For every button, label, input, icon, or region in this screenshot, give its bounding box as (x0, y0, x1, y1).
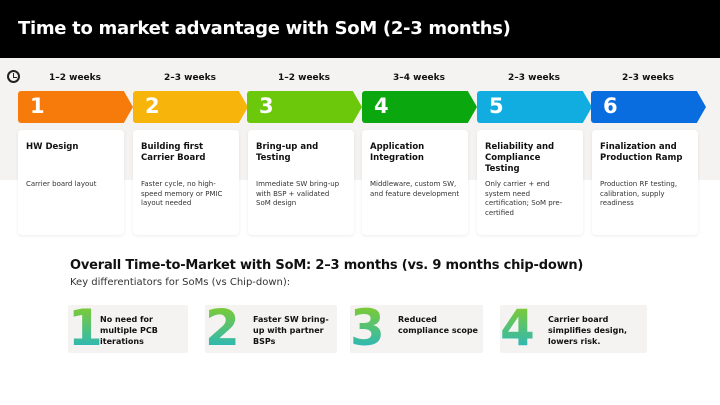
step-description: Immediate SW bring-up with BSP + validat… (256, 180, 340, 207)
step-duration: 2–3 weeks (621, 73, 675, 83)
step-arrow: 2 (133, 91, 248, 123)
step-duration: 2–3 weeks (163, 73, 217, 83)
step-card: Reliability and Compliance Testing Only c… (477, 130, 583, 235)
differentiator-card: 2 Faster SW bring-up with partner BSPs (205, 299, 337, 357)
differentiator-card: 4 Carrier board simplifies design, lowers… (500, 299, 647, 357)
step-title: Building first Carrier Board (141, 142, 206, 163)
step-number: 6 (603, 94, 618, 118)
step-description: Carrier board layout (26, 180, 97, 188)
step-number: 5 (489, 94, 504, 118)
step-title: Bring-up and Testing (256, 142, 319, 163)
step-description: Faster cycle, no high-speed memory or PM… (141, 180, 223, 207)
step-arrow: 1 (18, 91, 133, 123)
differentiator-card: 1 No need for multiple PCB iterations (68, 299, 188, 357)
step-number: 3 (259, 94, 274, 118)
differentiator-text: No need for multiple PCB iterations (100, 315, 158, 346)
step-title: HW Design (26, 142, 79, 152)
step-arrow: 3 (247, 91, 362, 123)
step-arrow: 4 (362, 91, 477, 123)
step-number: 1 (30, 94, 45, 118)
step-number: 4 (374, 94, 389, 118)
step-card: Building first Carrier Board Faster cycle… (133, 130, 239, 235)
page-title: Time to market advantage with SoM (2-3 m… (18, 18, 511, 39)
step-duration: 3–4 weeks (392, 73, 446, 83)
step-title: Application Integration (370, 142, 425, 163)
step-arrow: 6 (591, 91, 706, 123)
step-duration: 1–2 weeks (277, 73, 331, 83)
differentiator-text: Carrier board simplifies design, lowers … (548, 315, 628, 346)
step-title: Reliability and Compliance Testing (485, 142, 555, 174)
step-card: Bring-up and Testing Immediate SW bring-u… (248, 130, 354, 235)
step-arrow: 5 (477, 91, 592, 123)
step-title: Finalization and Production Ramp (600, 142, 683, 163)
clock-icon (7, 70, 20, 83)
step-duration: 1–2 weeks (48, 73, 102, 83)
differentiator-number: 1 (68, 299, 103, 357)
step-description: Middleware, custom SW, and feature devel… (370, 180, 460, 198)
step-card: HW Design Carrier board layout (18, 130, 124, 235)
differentiator-text: Faster SW bring-up with partner BSPs (253, 315, 329, 346)
step-description: Production RF testing, calibration, supp… (600, 180, 678, 207)
differentiator-number: 2 (205, 299, 240, 357)
overall-heading: Overall Time-to-Market with SoM: 2–3 mon… (70, 258, 584, 273)
step-description: Only carrier + end system need certifica… (485, 180, 563, 217)
differentiator-text: Reduced compliance scope (398, 315, 478, 335)
differentiator-card: 3 Reduced compliance scope (350, 299, 483, 357)
step-duration: 2–3 weeks (507, 73, 561, 83)
differentiators-subtitle: Key differentiators for SoMs (vs Chip-do… (70, 277, 291, 288)
differentiator-number: 4 (500, 299, 535, 357)
step-card: Application Integration Middleware, custo… (362, 130, 468, 235)
step-card: Finalization and Production Ramp Producti… (592, 130, 698, 235)
differentiator-number: 3 (350, 299, 385, 357)
title-bar: Time to market advantage with SoM (2-3 m… (0, 0, 720, 58)
step-number: 2 (145, 94, 160, 118)
